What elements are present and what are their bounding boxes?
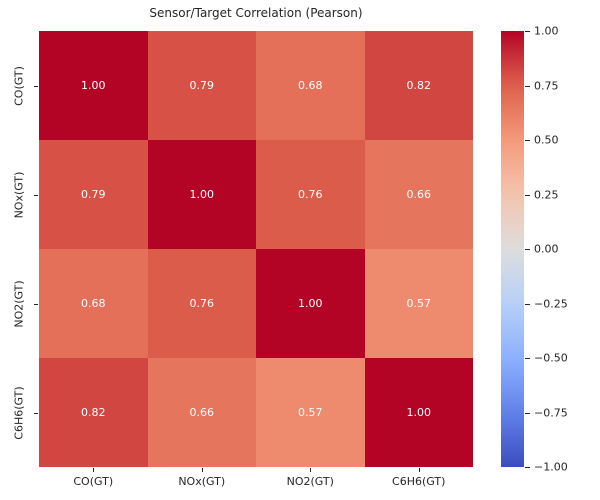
x-tick-mark: [93, 468, 95, 472]
colorbar-tick-mark: [525, 303, 530, 305]
x-tick-label: C6H6(GT): [392, 475, 446, 488]
heatmap-cell: 0.68: [256, 31, 365, 140]
x-tick-mark: [418, 468, 420, 472]
heatmap-cell: 0.66: [147, 358, 256, 467]
heatmap-cell: 0.82: [364, 31, 473, 140]
colorbar-tick-label: −0.50: [534, 351, 568, 365]
heatmap-cell: 0.66: [364, 140, 473, 249]
colorbar-tick-mark: [525, 31, 530, 32]
y-tick-label: CO(GT): [12, 65, 26, 106]
y-tick-label: NO2(GT): [12, 279, 26, 328]
colorbar: [501, 31, 524, 467]
colorbar-tick-mark: [525, 412, 530, 414]
heatmap-cell: 0.82: [39, 358, 148, 467]
colorbar-tick-label: −0.25: [534, 297, 568, 310]
y-tick-label: NOx(GT): [12, 171, 26, 218]
heatmap-grid: 1.00 0.79 0.68 0.82 0.79 1.00 0.76 0.66 0.68 0.76…: [39, 31, 473, 467]
heatmap-cell: 0.79: [147, 31, 256, 140]
heatmap-cell: 0.76: [256, 140, 365, 249]
colorbar-tick-mark: [525, 140, 530, 141]
x-tick-mark: [201, 468, 203, 472]
colorbar-tick-label: 0.25: [534, 188, 559, 201]
y-tick-mark: [34, 303, 38, 305]
y-tick-mark: [34, 194, 38, 196]
colorbar-tick-label: 0.75: [534, 79, 559, 92]
colorbar-tick-mark: [525, 85, 530, 87]
heatmap-cell: 0.57: [256, 358, 365, 467]
x-tick-label: NO2(GT): [286, 475, 334, 488]
colorbar-tick-mark: [525, 358, 530, 359]
x-tick-label: NOx(GT): [178, 475, 226, 488]
heatmap-cell: 1.00: [364, 358, 473, 467]
heatmap-cell: 1.00: [39, 31, 148, 140]
x-tick-label: CO(GT): [73, 475, 114, 488]
heatmap-cell: 0.76: [147, 249, 256, 358]
colorbar-tick-label: −0.75: [534, 406, 568, 419]
heatmap-cell: 0.79: [39, 140, 148, 249]
y-tick-mark: [34, 85, 38, 87]
chart-title: Sensor/Target Correlation (Pearson): [149, 6, 363, 20]
colorbar-tick-mark: [525, 249, 530, 250]
y-tick-label: C6H6(GT): [12, 385, 26, 440]
colorbar-tick-mark: [525, 194, 530, 196]
x-tick-mark: [310, 468, 312, 472]
colorbar-tick-label: 1.00: [534, 24, 559, 38]
y-tick-mark: [34, 412, 38, 414]
colorbar-tick-label: 0.50: [534, 133, 559, 147]
colorbar-tick-mark: [525, 467, 530, 468]
heatmap-cell: 0.57: [364, 249, 473, 358]
heatmap-cell: 0.68: [39, 249, 148, 358]
colorbar-tick-label: 0.00: [534, 242, 559, 256]
colorbar-tick-label: −1.00: [534, 460, 568, 474]
heatmap-cell: 1.00: [256, 249, 365, 358]
heatmap-cell: 1.00: [147, 140, 256, 249]
